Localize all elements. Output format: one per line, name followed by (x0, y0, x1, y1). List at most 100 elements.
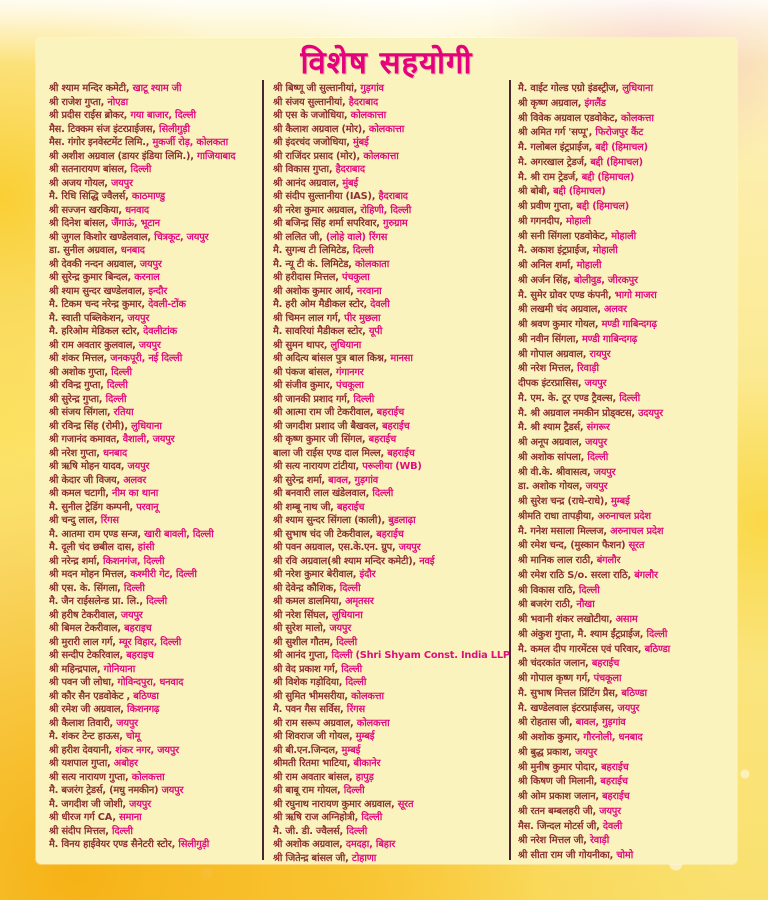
list-item: श्री राजिंदर प्रसाद (मोर), कोलकात्ता (273, 150, 509, 164)
entry-name: श्री अनूप अग्रवाल, (518, 437, 582, 448)
entry-place: धनवाद (125, 204, 149, 216)
entry-name: श्री अमित गर्ग 'सप्पू', (518, 127, 593, 139)
list-item: श्री किषण जी मिलानी, बहराईच (518, 775, 737, 790)
list-item: मै. कमल दीप गारमेंटस एवं परिवार, बठिण्डा (518, 643, 737, 658)
entry-name: श्री अजय गोयल, (49, 177, 108, 189)
list-item: श्री मानिक लाल राठी, बंगलौर (518, 554, 737, 569)
list-item: श्री नवीन सिंगला, मण्डी गाबिन्दगढ़ (518, 333, 737, 348)
entry-place: दिल्ली (339, 582, 361, 594)
entry-name: श्री रमेश जी अग्रवाल, (49, 704, 124, 715)
entry-place: रिवाड़ी (577, 363, 599, 375)
list-item: श्री सज्जन खरकिया, धनवाद (49, 204, 262, 218)
entry-name: मै. वाईट गोल्ड एग्रो इंडस्ट्रीज, (518, 83, 619, 94)
entry-name: श्री प्रवीण गुप्ता, (518, 201, 574, 212)
entry-name: श्री सुरेश मालो, (273, 623, 327, 634)
list-item: मै. वाईट गोल्ड एग्रो इंडस्ट्रीज, लुधियान… (518, 82, 737, 97)
entry-name: डा. सुनील अग्रवाल, (49, 245, 118, 256)
entry-name: श्री कमल चटागी, (49, 488, 109, 499)
entry-name: मै. अगरखाल ट्रेडर्ज, (518, 156, 588, 168)
entry-place: लुधियाना (622, 83, 653, 94)
entry-place: बावल, गुड़गांव (328, 474, 378, 486)
entry-name: श्री अशोक गुप्ता, (49, 366, 108, 378)
entry-name: श्री सज्जन खरकिया, (49, 204, 122, 216)
entry-name: मै. हरी ओम मैडीकल स्टोर, (273, 299, 368, 310)
list-item: डा. अशोक गोयल, जयपुर (518, 480, 737, 495)
list-item: मै. सावरियां मैडीकल स्टोर, यूपी (273, 325, 509, 339)
entry-place: उदयपुर (638, 407, 663, 419)
entry-name: श्री देवेन्द्र कौशिक, (273, 582, 337, 594)
entry-name: श्री संजय सिंगला, (49, 407, 111, 418)
list-item: बाला जी राईस एण्ड दाल मिल्ल, बहराईच (273, 447, 509, 461)
entry-name: श्री देवकी नन्दन अग्रवाल, (49, 258, 137, 270)
list-item: श्री केदार जी विजय, अलवर (49, 474, 262, 488)
entry-place: जयपुर (585, 437, 607, 448)
list-item: श्री एस. के. सिंगला, दिल्ली (49, 582, 262, 596)
entry-name: श्री प्रदीस राईस ब्रोकर, (49, 110, 128, 121)
list-item: श्री अशोक कुमार आर्य, नरवाना (273, 285, 509, 299)
entry-place: गोविन्दपुरा, धनवाद (117, 677, 184, 688)
entry-place: गाजियाबाद (196, 150, 236, 162)
entry-name: श्री नरेन्द्र शर्मा, (49, 555, 100, 567)
list-item: श्री पवन अग्रवाल, एस.के.एन. ग्रुप, जयपुर (273, 541, 509, 555)
entry-place: म्यूर विहार, दिल्ली (119, 636, 182, 648)
entry-place: जयपुर (585, 481, 608, 493)
list-item: श्री हरीष टेकरीवाल, जयपुर (49, 609, 262, 623)
entry-place: बहराइच (124, 623, 152, 634)
list-item: श्री गगनदीप, मोहाली (518, 215, 737, 230)
entry-place: जयपुर (111, 177, 133, 189)
list-item: श्री कौर सैन एडवोकेट , बठिण्डा (49, 690, 262, 704)
entry-place: नवई (419, 555, 435, 567)
entry-place: करनाल (134, 272, 160, 283)
list-item: श्री जुगल किशोर खण्डेलवाल, चित्रकूट, जयप… (49, 231, 262, 245)
entry-place: कोलकात्ता (350, 110, 386, 121)
entry-name: मै. श्री श्याम ट्रैडर्स, (518, 422, 584, 434)
entry-name: श्रीमति राधा तापड़ीया, (518, 510, 595, 522)
entry-place: बद्दी (हिमाचल) (595, 142, 648, 153)
list-item: श्री शम्बू नाथ जी, बहराईच (273, 501, 509, 515)
entry-place: यूपी (368, 326, 383, 337)
entry-name: श्री सत्य नारायण गुप्ता, (49, 771, 129, 783)
list-item: श्री देवेन्द्र कौशिक, दिल्ली (273, 582, 509, 596)
entry-name: श्रीमती रितमा भाटिया, (273, 758, 351, 769)
entry-name: श्री संदीप मित्तल, (49, 825, 109, 837)
list-item: श्री सनी सिंगला एडवोकेट, मोहाली (518, 230, 737, 245)
entry-place: पंचकूला (593, 673, 622, 684)
list-item: श्री अंकुश गुप्ता, मै. श्याम ईंट्रप्राईज… (518, 628, 737, 643)
entry-place: बहराईच (387, 447, 415, 459)
entry-name: श्री दिनेश बांसल, (49, 218, 109, 229)
list-item: श्री ललित जी, (लोहे वाले) रिंगस (273, 231, 509, 245)
list-item: श्री रविन्द्र गुप्ता, दिल्ली (49, 379, 262, 393)
list-item: मै. खण्डेलवाल इंटरप्राईजस, जयपुर (518, 702, 737, 717)
list-item: मै. जैन राईसलेन्ड प्रा. लि., दिल्ली (49, 595, 262, 609)
list-item: मैस. गंगोर इनवेस्टमेंट लिमि., मुकर्जी रो… (49, 136, 262, 150)
entry-name: श्री बनवारी लाल खंडेलवाल, (273, 488, 370, 499)
entry-place: बंगलौर (634, 569, 658, 581)
entry-place: दिल्ली (Shri Shyam Const. India LLP) (331, 650, 509, 661)
list-item: श्री शंकर मित्तल, जनकपूरी, नई दिल्ली (49, 352, 262, 366)
entry-place: रतिया (113, 407, 134, 418)
list-item: श्री बाबू राम गोयल, दिल्ली (273, 784, 509, 798)
list-item: श्री संजीव कुमार, पंचकूला (273, 379, 509, 393)
list-item: श्री नरेश गुप्ता, धनबाद (49, 447, 262, 461)
entry-name: श्री विशेक गड़ोदिया, (273, 677, 343, 688)
list-item: श्री चंदरकांत जलान, बहराईच (518, 657, 737, 672)
entry-name: श्री पवन जी लोधा, (49, 677, 115, 688)
entry-name: मै. सावरियां मैडीकल स्टोर, (273, 326, 366, 337)
entry-place: पंचकूला (336, 380, 364, 391)
entry-place: फिरोजपुर कैंट (595, 127, 644, 139)
entry-name: श्री संजय सुल्तानीयां, (273, 96, 346, 108)
entry-name: श्री राम सरूप अग्रवाल, (273, 717, 354, 729)
entry-name: श्री अंकुश गुप्ता, मै. श्याम ईंट्रप्राईज… (518, 628, 644, 640)
entry-place: दिल्ली (587, 451, 609, 463)
entry-place: हापुड़ (355, 771, 374, 783)
entry-name: श्री श्याम मन्दिर कमेटी, (49, 83, 130, 94)
entry-name: मै. न्यू टी कं. लिमिटेड, (273, 258, 352, 270)
entry-name: श्री रोहतास जी, (518, 717, 573, 729)
entry-place: बहराईच (602, 791, 630, 802)
entry-name: श्री महिन्द्रपाल, (49, 663, 101, 675)
entry-place: बावल, गुड़गांव (575, 717, 626, 729)
entry-place: अरुनाचल प्रदेश (610, 525, 664, 537)
entry-name: श्री नरेश मित्तल जी, (518, 835, 587, 847)
list-item: श्री विकास राठि, दिल्ली (518, 584, 737, 599)
entry-place: मुम्बई (341, 744, 361, 756)
